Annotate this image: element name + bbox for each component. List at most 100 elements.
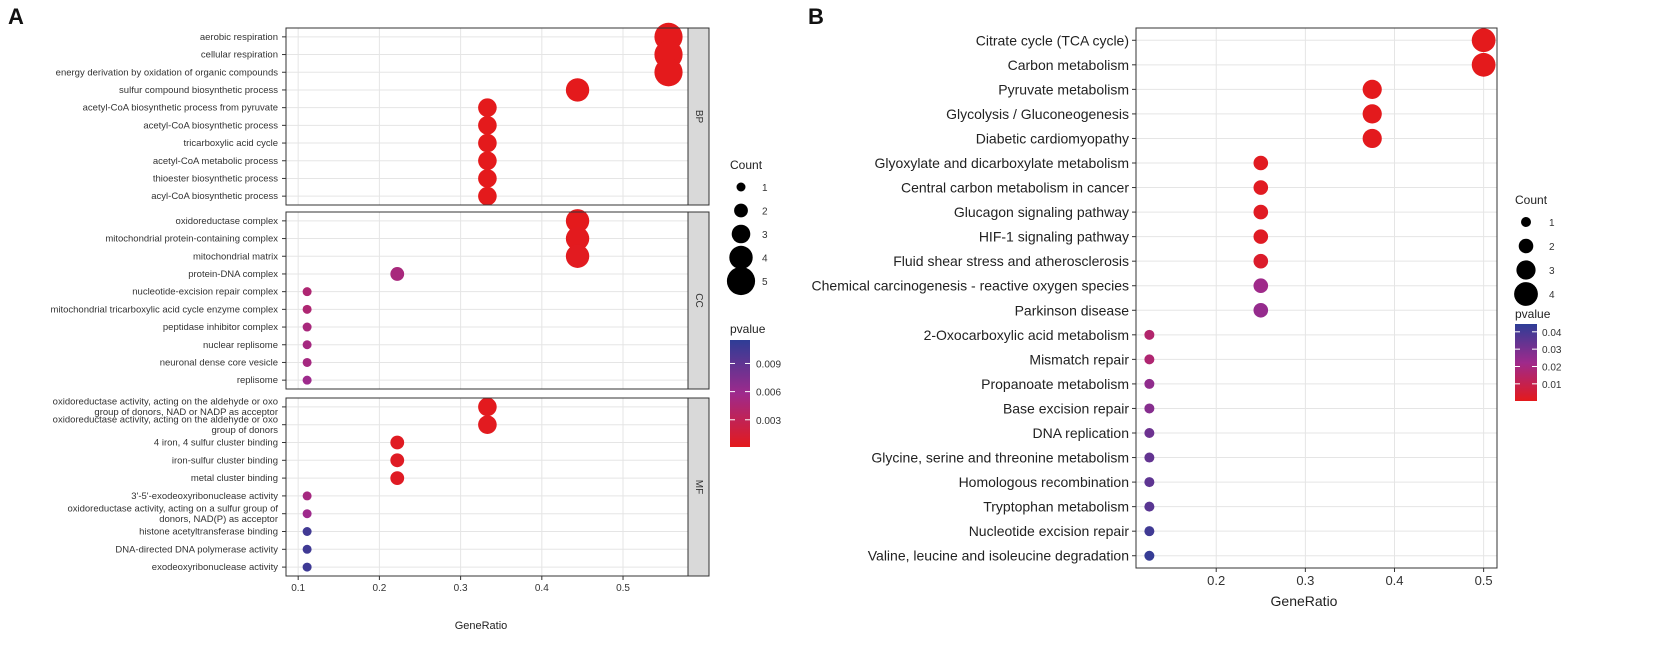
term-label: Glyoxylate and dicarboxylate metabolism [875,155,1129,171]
term-label: Pyruvate metabolism [998,81,1129,97]
dot [1144,526,1155,537]
panel-a-pvalue-legend-title: pvalue [730,322,766,336]
dot [1471,52,1496,77]
term-label: oxidoreductase activity, acting on the a… [53,397,278,408]
term-label: Mismatch repair [1029,351,1129,367]
term-label: oxidoreductase complex [176,216,279,227]
facet-strip-label: BP [693,110,704,124]
term-label: Glycine, serine and threonine metabolism [871,450,1129,466]
term-label: 3'-5'-exodeoxyribonuclease activity [131,491,278,502]
term-label: mitochondrial matrix [193,251,278,262]
dot [1253,302,1269,318]
dot [1144,550,1155,561]
dot [1253,278,1269,294]
dot-bp [478,151,497,171]
pvalue-tick-label: 0.01 [1542,380,1562,391]
term-label: metal cluster binding [191,473,278,484]
term-label: aerobic respiration [200,32,278,43]
pvalue-tick-label: 0.006 [756,388,781,399]
dot-mf [478,397,497,417]
term-label: Propanoate metabolism [981,376,1129,392]
plot-bg [1136,28,1497,568]
term-label: thioester biosynthetic process [153,173,278,184]
panel-a-pvalue-legend: pvalue 0.003 0.006 0.009 [730,322,781,447]
term-label: 2-Oxocarboxylic acid metabolism [924,327,1129,343]
term-label: Base excision repair [1003,400,1129,416]
term-label: Homologous recombination [959,474,1129,490]
term-label: tricarboxylic acid cycle [184,138,279,149]
count-legend-label: 3 [1549,266,1555,277]
panel-a-count-legend: Count 1 2 3 4 5 [726,158,768,296]
count-legend-dot [734,203,748,218]
term-label: Chemical carcinogenesis - reactive oxyge… [812,278,1129,294]
x-tick-label: 0.2 [372,583,386,594]
term-label: 4 iron, 4 sulfur cluster binding [154,438,278,449]
panel-b-x-axis-title: GeneRatio [1271,593,1338,609]
panel-a-x-axis-title: GeneRatio [455,620,508,632]
pvalue-tick-label: 0.03 [1542,345,1562,356]
term-label: neuronal dense core vesicle [160,357,278,368]
term-label: histone acetyltransferase binding [139,527,278,538]
dot-mf [302,544,312,554]
facet-cc: oxidoreductase complex mitochondrial prot… [50,209,710,390]
dot-bp [478,169,497,188]
panel-b-pvalue-colorbar [1515,324,1537,401]
dot-cc [565,226,590,251]
term-label: acetyl-CoA biosynthetic process [143,120,278,131]
dot-cc [302,340,312,350]
term-label: replisome [237,375,278,386]
dot-bp [478,98,497,117]
dot [1144,329,1155,340]
dot [1144,428,1155,438]
x-tick-label: 0.5 [1475,573,1493,588]
count-legend-dot [731,224,751,244]
term-label: DNA-directed DNA polymerase activity [115,544,278,555]
dot [1362,128,1382,149]
term-label: acyl-CoA biosynthetic process [151,191,278,202]
count-legend-label: 1 [1549,218,1555,229]
facet-bp: aerobic respiration cellular respiration e… [56,22,710,206]
dot-mf [390,435,405,450]
dot [1253,229,1269,244]
dot [1144,403,1155,414]
term-label: Fluid shear stress and atherosclerosis [893,253,1129,269]
panel-b-pvalue-legend-title: pvalue [1515,307,1551,321]
dot [1144,501,1155,512]
dot-mf [302,509,312,519]
panel-b-count-legend-title: Count [1515,193,1548,207]
x-tick-label: 0.4 [1385,573,1403,588]
term-label: energy derivation by oxidation of organi… [56,67,279,78]
term-label: donors, NAD(P) as acceptor [159,514,278,525]
term-label: Nucleotide excision repair [969,523,1130,539]
term-label: mitochondrial tricarboxylic acid cycle e… [50,304,278,315]
count-legend-label: 1 [762,183,768,194]
x-tick-label: 0.3 [1296,573,1314,588]
pvalue-tick-label: 0.02 [1542,362,1562,373]
panel-a: A aerobic respiration cellular respiratio… [8,4,781,632]
dot-mf [302,562,312,572]
x-tick-label: 0.2 [1207,573,1225,588]
dot-mf [302,527,312,536]
term-label: DNA replication [1033,425,1130,441]
dot [1362,79,1382,99]
dot-cc [565,244,590,268]
count-legend-dot [1516,260,1536,280]
count-legend-label: 2 [1549,242,1555,253]
term-label: group of donors [211,425,278,436]
dot-cc [302,322,312,332]
panel-b: B Citrate cycle (TCA cycle) Carbon metabo… [808,4,1562,609]
x-tick-label: 0.5 [616,583,630,594]
x-tick-label: 0.3 [454,583,468,594]
facet-strip [687,27,710,206]
plot-border [1135,27,1498,569]
term-label: group of donors, NAD or NADP as acceptor [94,407,278,418]
panel-a-x-axis: 0.1 0.2 0.3 0.4 0.5 [291,576,630,594]
count-legend-dot [1514,282,1538,306]
dot [1144,354,1155,365]
term-label: Carbon metabolism [1008,57,1129,73]
count-legend-label: 2 [762,207,768,218]
pvalue-tick-label: 0.04 [1542,328,1562,339]
dot-bp [654,58,683,87]
count-legend-label: 3 [762,230,768,241]
term-label: Parkinson disease [1015,302,1130,318]
